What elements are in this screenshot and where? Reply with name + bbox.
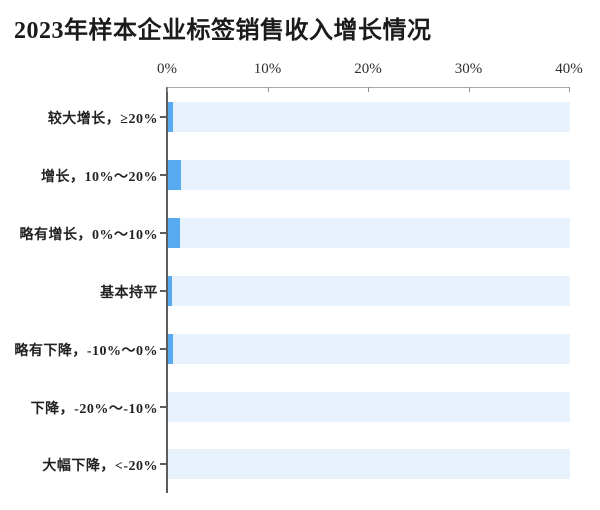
x-tick-mark <box>368 87 369 92</box>
x-tick-mark <box>167 87 168 92</box>
bar[interactable] <box>168 275 172 306</box>
bar-track <box>168 217 570 248</box>
category-label: 下降，-20%～-10% <box>30 401 158 417</box>
x-tick-label: 30% <box>454 61 483 77</box>
category-label: 增长，10%～20% <box>41 169 158 185</box>
x-tick-label: 20% <box>354 61 382 77</box>
bar-track <box>168 333 570 364</box>
y-tick-mark <box>160 289 166 292</box>
bar-track <box>168 391 570 422</box>
x-tick-mark <box>468 87 470 92</box>
y-tick-mark <box>160 405 166 408</box>
bar-track <box>168 449 570 480</box>
bar[interactable] <box>168 159 182 190</box>
y-tick-mark <box>160 347 166 350</box>
x-tick-label: 10% <box>253 61 282 77</box>
category-label: 略有增长，0%～10% <box>19 227 158 243</box>
bar[interactable] <box>168 217 181 248</box>
bar-track <box>168 159 570 190</box>
y-tick-mark <box>160 463 166 466</box>
x-tick-mark <box>267 87 269 92</box>
x-tick-label: 40% <box>555 61 583 77</box>
x-tick-label: 0% <box>157 61 177 77</box>
x-tick-mark <box>569 87 570 92</box>
y-axis-line <box>166 87 168 493</box>
bar-track <box>168 102 570 132</box>
category-label: 基本持平 <box>100 285 158 301</box>
category-label: 较大增长，≥20% <box>47 112 158 127</box>
y-tick-mark <box>160 231 166 234</box>
y-tick-mark <box>160 173 166 176</box>
category-label: 大幅下降，<-20% <box>42 459 158 475</box>
category-label: 略有下降，-10%～0% <box>14 343 158 359</box>
bar[interactable] <box>168 102 173 132</box>
bar[interactable] <box>168 333 173 364</box>
chart-title: 2023年样本企业标签销售收入增长情况 <box>14 18 432 44</box>
bar-track <box>168 275 570 306</box>
y-tick-mark <box>160 116 166 118</box>
